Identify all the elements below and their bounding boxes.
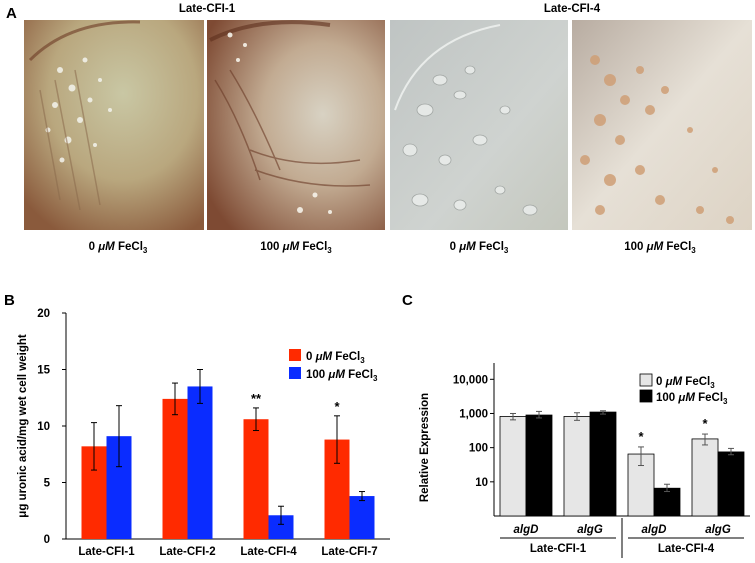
- photo-label-2: 100 μM FeCl3: [260, 241, 332, 255]
- x-tick-label: algD: [514, 524, 539, 536]
- relative-expression-chart: C Relative Expression 10 100 1,000 10,000 alg…: [402, 292, 750, 558]
- group-label-late-cfi-1: Late-CFI-1: [530, 543, 587, 555]
- bar-100-m-fecl3-late-cfi-7: [349, 496, 375, 539]
- plate-photo-3: [390, 20, 568, 230]
- bar-100-m-fecl3-late-cfi-2: [187, 386, 213, 539]
- photo-label-1: 0 μM FeCl3: [89, 241, 148, 255]
- y-tick-label: 5: [44, 478, 51, 490]
- x-tick-label: algG: [577, 524, 603, 536]
- plate-photo-1: [24, 20, 204, 230]
- panel-a-svg: A Late-CFI-1 Late-CFI-4: [6, 3, 752, 255]
- y-tick-label: 20: [37, 308, 50, 320]
- y-tick-label: 100: [469, 443, 488, 455]
- bar-0-m-fecl3-late-cfi-2: [162, 398, 188, 539]
- bar-0-m-fecl3-late-cfi-4: [243, 419, 269, 539]
- bar-100-m-fecl3-algD-0: [525, 414, 553, 517]
- strain-label-late-cfi-4: Late-CFI-4: [544, 3, 601, 15]
- legend-swatch-0-m-fecl3: [289, 349, 301, 361]
- panel-c-letter: C: [402, 292, 413, 309]
- panel-a-letter: A: [6, 5, 17, 22]
- x-tick-label: Late-CFI-2: [159, 546, 215, 558]
- panel-b-letter: B: [4, 292, 15, 309]
- x-tick-label: algG: [705, 524, 731, 536]
- bar-0-m-fecl3-algG-3: [691, 438, 719, 517]
- x-tick-label: Late-CFI-1: [78, 546, 135, 558]
- x-tick-label: Late-CFI-4: [240, 546, 297, 558]
- y-tick-label: 10: [37, 421, 50, 433]
- y-tick-label: 15: [37, 365, 50, 377]
- y-axis-title: Relative Expression: [419, 393, 431, 502]
- bar-100-m-fecl3-algD-2: [653, 487, 681, 517]
- bar-100-m-fecl3-late-cfi-4: [268, 515, 294, 539]
- y-tick-label: 10,000: [453, 374, 488, 386]
- photo-label-4: 100 μM FeCl3: [624, 241, 696, 255]
- legend-label-0-m-fecl3: 0 μM FeCl3: [306, 351, 365, 365]
- group-label-late-cfi-4: Late-CFI-4: [658, 543, 715, 555]
- photo-label-3: 0 μM FeCl3: [450, 241, 509, 255]
- y-tick-label: 10: [475, 477, 488, 489]
- legend-label-0-m-fecl3: 0 μM FeCl3: [656, 376, 715, 390]
- bar-0-m-fecl3-algG-1: [563, 416, 591, 517]
- bar-100-m-fecl3-algG-3: [717, 451, 745, 517]
- significance-marker: *: [334, 399, 340, 414]
- legend-swatch-100-m-fecl3: [639, 389, 653, 403]
- legend-label-100-m-fecl3: 100 μM FeCl3: [656, 392, 728, 406]
- legend-swatch-0-m-fecl3: [639, 373, 653, 387]
- y-axis-title: μg uronic acid/mg wet cell weight: [17, 334, 29, 518]
- x-tick-label: algD: [642, 524, 667, 536]
- significance-marker: *: [638, 429, 644, 444]
- legend-swatch-100-m-fecl3: [289, 367, 301, 379]
- significance-marker: *: [702, 416, 708, 431]
- uronic-acid-chart: B μg uronic acid/mg wet cell weight 0 5 10 1…: [4, 292, 390, 558]
- plate-photo-2: [207, 20, 385, 230]
- legend-label-100-m-fecl3: 100 μM FeCl3: [306, 369, 378, 383]
- y-tick-label: 0: [44, 534, 50, 546]
- bar-100-m-fecl3-algG-1: [589, 411, 617, 517]
- panel-a: A Late-CFI-1 Late-CFI-4: [0, 0, 755, 265]
- plate-photo-4: [572, 20, 752, 230]
- x-tick-label: Late-CFI-7: [321, 546, 377, 558]
- y-tick-label: 1,000: [459, 408, 488, 420]
- bar-0-m-fecl3-algD-0: [499, 416, 527, 517]
- strain-label-late-cfi-1: Late-CFI-1: [179, 3, 236, 15]
- significance-marker: **: [251, 391, 262, 406]
